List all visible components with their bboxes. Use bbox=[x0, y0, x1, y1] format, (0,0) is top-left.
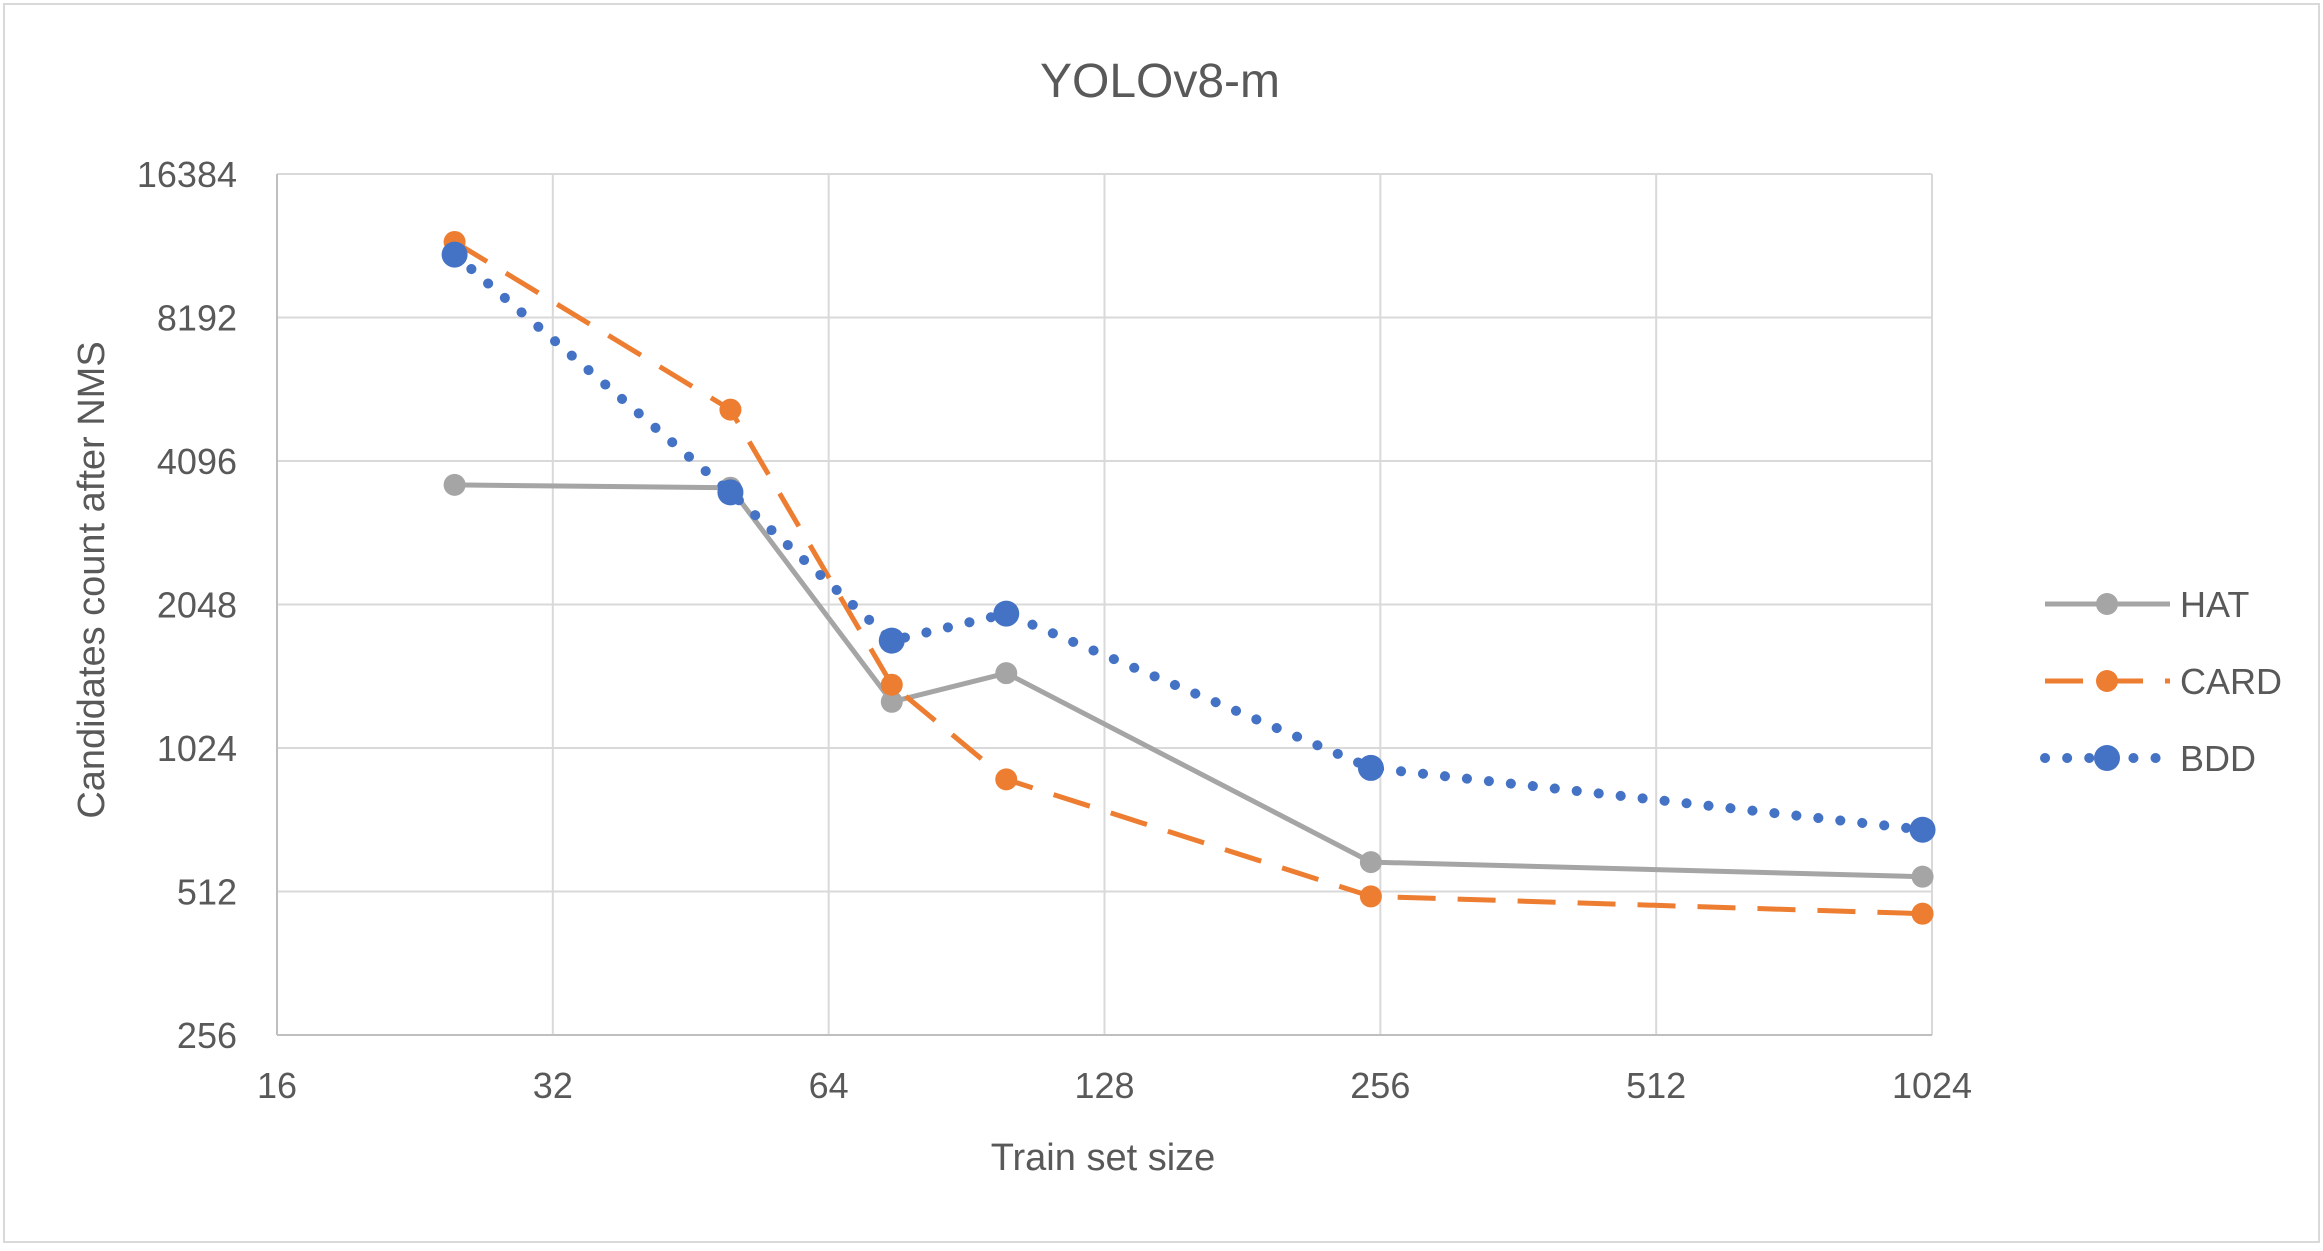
series bbox=[441, 230, 1936, 925]
data-point-card bbox=[1911, 902, 1934, 925]
series-line-card bbox=[453, 239, 1923, 917]
data-point-card bbox=[995, 768, 1018, 791]
data-point-bdd bbox=[1909, 816, 1936, 843]
x-tick-label: 32 bbox=[533, 1065, 573, 1106]
legend-label-card: CARD bbox=[2180, 661, 2282, 702]
data-point-bdd bbox=[717, 479, 744, 506]
legend-marker-hat bbox=[2096, 593, 2118, 615]
data-point-hat bbox=[443, 473, 466, 496]
x-tick-label: 512 bbox=[1626, 1065, 1686, 1106]
grid bbox=[277, 173, 1933, 1035]
y-tick-label: 512 bbox=[177, 872, 237, 913]
y-tick-label: 256 bbox=[177, 1015, 237, 1056]
data-point-bdd bbox=[993, 600, 1020, 627]
legend-label-hat: HAT bbox=[2180, 584, 2249, 625]
legend-label-bdd: BDD bbox=[2180, 738, 2256, 779]
y-tick-label: 2048 bbox=[157, 585, 237, 626]
data-point-hat bbox=[1359, 851, 1382, 874]
x-tick-label: 64 bbox=[809, 1065, 849, 1106]
legend-marker-bdd bbox=[2094, 745, 2120, 771]
chart-title: YOLOv8-m bbox=[1040, 55, 1280, 108]
data-point-hat bbox=[995, 662, 1018, 685]
y-tick-label: 8192 bbox=[157, 298, 237, 339]
data-point-card bbox=[719, 398, 742, 421]
y-tick-label: 4096 bbox=[157, 441, 237, 482]
data-point-bdd bbox=[1357, 754, 1384, 781]
data-point-hat bbox=[1911, 865, 1934, 888]
axes: 256 512 1024 2048 4096 8192 16384 16 32 64 128 256 5… bbox=[137, 154, 1972, 1106]
data-point-hat bbox=[880, 690, 903, 713]
x-tick-label: 1024 bbox=[1892, 1065, 1972, 1106]
data-point-bdd bbox=[441, 241, 468, 268]
x-tick-label: 128 bbox=[1074, 1065, 1134, 1106]
data-point-card bbox=[880, 673, 903, 696]
series-line-hat bbox=[454, 482, 1923, 880]
x-axis-label: Train set size bbox=[991, 1137, 1216, 1179]
chart-frame bbox=[3, 3, 2320, 1243]
x-tick-label: 16 bbox=[257, 1065, 297, 1106]
legend-marker-card bbox=[2096, 670, 2118, 692]
legend: HAT CARD BDD bbox=[2040, 584, 2282, 779]
data-point-card bbox=[1359, 885, 1382, 908]
y-axis-label: Candidates count after NMS bbox=[71, 341, 113, 818]
series-line-bdd bbox=[449, 249, 1928, 835]
y-tick-label: 16384 bbox=[137, 154, 237, 195]
y-tick-label: 1024 bbox=[157, 728, 237, 769]
data-point-bdd bbox=[878, 627, 905, 654]
x-tick-label: 256 bbox=[1350, 1065, 1410, 1106]
